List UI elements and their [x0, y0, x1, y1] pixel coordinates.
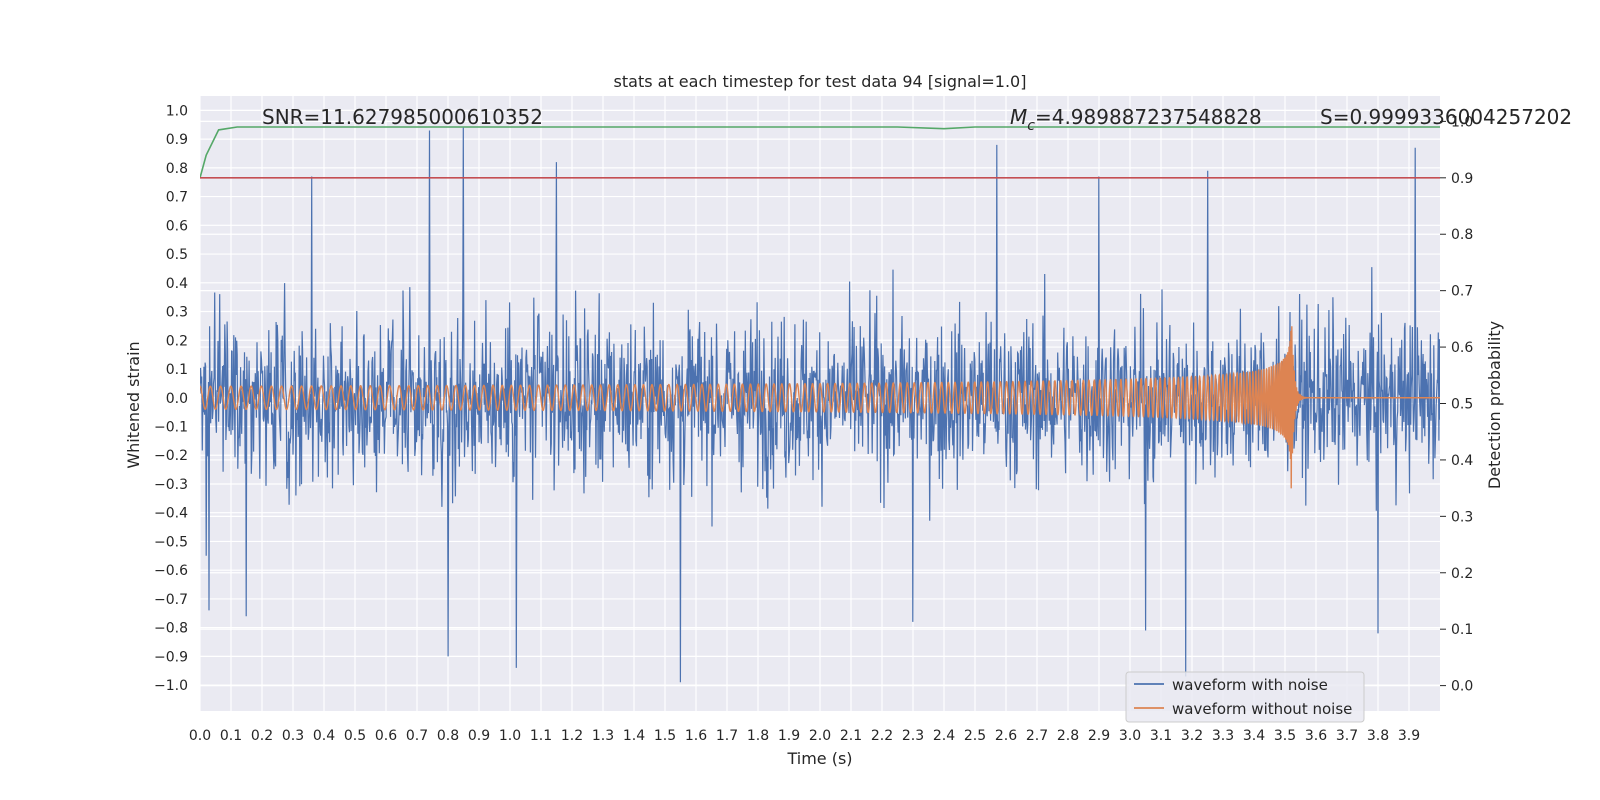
- x-tick-label: 2.1: [840, 728, 862, 744]
- x-tick-label: 0.2: [251, 728, 273, 744]
- y-right-tick-label: 1.0: [1451, 114, 1473, 130]
- x-tick-label: 0.9: [468, 728, 490, 744]
- y-right-tick-label: 0.3: [1451, 509, 1473, 525]
- x-tick-label: 2.2: [871, 728, 893, 744]
- x-tick-label: 3.7: [1336, 728, 1358, 744]
- y-left-tick-label: −0.3: [154, 477, 188, 493]
- x-tick-label: 0.4: [313, 728, 335, 744]
- y-left-tick-label: −0.1: [154, 419, 188, 435]
- x-tick-label: 2.0: [809, 728, 831, 744]
- y-left-tick-label: 1.0: [166, 103, 188, 119]
- y-left-tick-label: −0.8: [154, 621, 188, 637]
- y-axis-right-ticks: 1.0 0.9 0.8 0.7 0.6 0.5 0.4 0.3 0.2 0.1 0.0: [1440, 114, 1473, 695]
- y-left-tick-label: −0.4: [154, 506, 188, 522]
- y-right-tick-label: 0.6: [1451, 340, 1473, 356]
- x-tick-label: 3.0: [1119, 728, 1141, 744]
- x-tick-label: 1.8: [747, 728, 769, 744]
- y-left-tick-label: 0.7: [166, 190, 188, 206]
- x-tick-label: 3.5: [1274, 728, 1296, 744]
- snr-annotation: SNR=11.627985000610352: [262, 105, 543, 129]
- x-tick-label: 2.7: [1026, 728, 1048, 744]
- y-left-tick-label: 0.8: [166, 161, 188, 177]
- x-axis-ticks: 0.0 0.1 0.2 0.3 0.4 0.5 0.6 0.7 0.8 0.9 1.0 1.1 1.2 1…: [189, 728, 1420, 744]
- x-tick-label: 2.9: [1088, 728, 1110, 744]
- y-left-tick-label: 0.4: [166, 276, 188, 292]
- x-tick-label: 1.9: [778, 728, 800, 744]
- x-tick-label: 1.2: [561, 728, 583, 744]
- y-right-tick-label: 0.7: [1451, 284, 1473, 300]
- x-tick-label: 2.6: [995, 728, 1017, 744]
- y-left-tick-label: −1.0: [154, 678, 188, 694]
- x-tick-label: 1.6: [685, 728, 707, 744]
- y-left-tick-label: 0.6: [166, 218, 188, 234]
- y-left-tick-label: 0.2: [166, 333, 188, 349]
- chirp-mass-value: =4.989887237548828: [1035, 105, 1262, 129]
- x-tick-label: 1.7: [716, 728, 738, 744]
- x-tick-label: 0.6: [375, 728, 397, 744]
- x-tick-label: 3.1: [1150, 728, 1172, 744]
- x-tick-label: 3.9: [1398, 728, 1420, 744]
- x-tick-label: 3.3: [1212, 728, 1234, 744]
- y-left-tick-label: 0.3: [166, 305, 188, 321]
- y-axis-left-label: Whitened strain: [124, 341, 143, 468]
- y-right-tick-label: 0.9: [1451, 171, 1473, 187]
- x-tick-label: 1.3: [592, 728, 614, 744]
- chirp-mass-symbol: M: [1010, 105, 1027, 129]
- y-left-tick-label: −0.7: [154, 592, 188, 608]
- y-right-tick-label: 0.2: [1451, 566, 1473, 582]
- y-left-tick-label: −0.2: [154, 448, 188, 464]
- y-left-tick-label: −0.9: [154, 649, 188, 665]
- y-right-tick-label: 0.5: [1451, 397, 1473, 413]
- y-left-tick-label: −0.5: [154, 534, 188, 550]
- y-right-tick-label: 0.4: [1451, 453, 1473, 469]
- y-left-tick-label: −0.6: [154, 563, 188, 579]
- series-waveform-without-noise: [200, 326, 1440, 489]
- y-right-tick-label: 0.1: [1451, 622, 1473, 638]
- x-tick-label: 1.0: [499, 728, 521, 744]
- score-annotation: S=0.9999336004257202: [1320, 105, 1572, 129]
- y-axis-right-label: Detection probability: [1485, 321, 1504, 489]
- x-tick-label: 2.5: [964, 728, 986, 744]
- x-tick-label: 1.1: [530, 728, 552, 744]
- y-left-tick-label: 0.5: [166, 247, 188, 263]
- y-right-tick-label: 0.0: [1451, 679, 1473, 695]
- x-tick-label: 0.1: [220, 728, 242, 744]
- y-left-tick-label: 0.0: [166, 391, 188, 407]
- x-tick-label: 2.8: [1057, 728, 1079, 744]
- y-right-tick-label: 0.8: [1451, 227, 1473, 243]
- x-tick-label: 3.6: [1305, 728, 1327, 744]
- legend-label-clean: waveform without noise: [1172, 700, 1352, 718]
- x-tick-label: 3.2: [1181, 728, 1203, 744]
- legend-box: [1125, 671, 1365, 723]
- y-left-tick-label: 0.1: [166, 362, 188, 378]
- y-left-tick-label: 0.9: [166, 132, 188, 148]
- x-tick-label: 1.4: [623, 728, 645, 744]
- x-tick-label: 0.0: [189, 728, 211, 744]
- series-layer: [200, 126, 1440, 683]
- chart-title: stats at each timestep for test data 94 …: [614, 72, 1027, 91]
- x-axis-label: Time (s): [786, 749, 852, 768]
- x-tick-label: 0.7: [406, 728, 428, 744]
- x-tick-label: 0.8: [437, 728, 459, 744]
- x-tick-label: 2.3: [902, 728, 924, 744]
- series-detection-probability: [200, 126, 1440, 179]
- x-tick-label: 2.4: [933, 728, 955, 744]
- x-tick-label: 3.8: [1367, 728, 1389, 744]
- chirp-mass-subscript: c: [1027, 118, 1035, 134]
- x-tick-label: 0.3: [282, 728, 304, 744]
- legend: waveform with noise waveform without noi…: [1125, 671, 1365, 723]
- x-tick-label: 0.5: [344, 728, 366, 744]
- legend-label-noise: waveform with noise: [1172, 676, 1328, 694]
- y-axis-left-ticks: 1.0 0.9 0.8 0.7 0.6 0.5 0.4 0.3 0.2 0.1 0.0 −0.1 −0.…: [154, 103, 188, 694]
- x-tick-label: 3.4: [1243, 728, 1265, 744]
- chirp-mass-annotation: Mc=4.989887237548828: [1010, 105, 1262, 134]
- x-tick-label: 1.5: [654, 728, 676, 744]
